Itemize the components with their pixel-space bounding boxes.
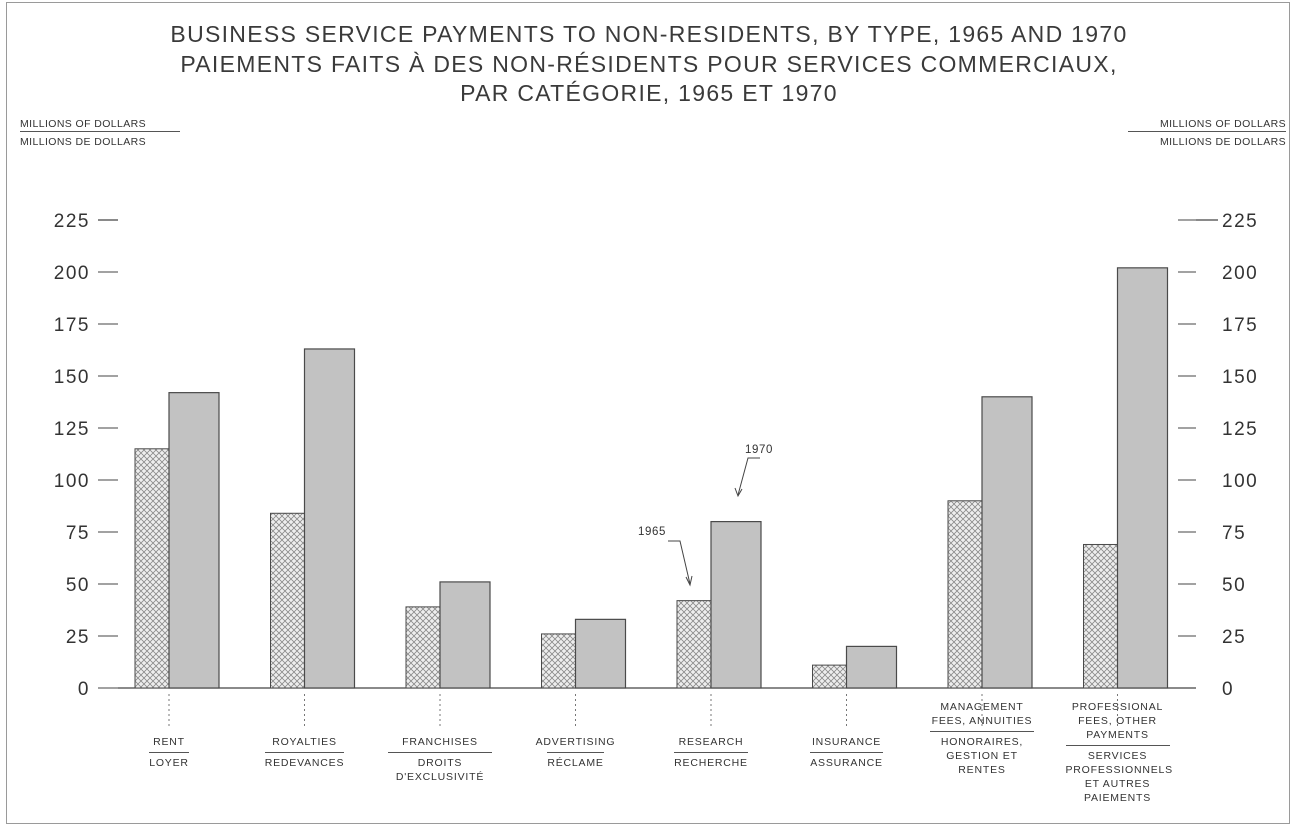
category-label: PROFESSIONAL FEES, OTHER PAYMENTS SERVICE… (1043, 700, 1193, 805)
category-label-fr: RÉCLAME (547, 752, 604, 770)
y-tick-label-left: 150 (54, 367, 90, 388)
bar-1970 (981, 396, 1033, 689)
bar-1965 (134, 448, 170, 689)
arrow-1965 (668, 540, 691, 585)
y-tick-label-left: 125 (54, 419, 90, 440)
right-unit-label-en: MILLIONS OF DOLLARS (1159, 118, 1286, 130)
y-tick-label-right: 0 (1222, 679, 1234, 700)
y-tick-label-right: 100 (1222, 471, 1258, 492)
annotation-1970: 1970 (745, 444, 773, 456)
bar-1965 (270, 512, 305, 689)
y-tick-label-right: 50 (1222, 575, 1246, 596)
bar-1970 (845, 645, 898, 689)
y-tick-label-left: 200 (54, 263, 90, 284)
y-tick-label-left: 225 (54, 211, 90, 232)
y-tick-label-right: 175 (1222, 315, 1258, 336)
category-label: MANAGEMENT FEES, ANNUITIES HONORAIRES, GE… (907, 700, 1057, 777)
left-unit-label-fr: MILLIONS DE DOLLARS (20, 136, 147, 148)
category-label-en: PROFESSIONAL FEES, OTHER PAYMENTS (1071, 701, 1164, 741)
right-unit-label-fr: MILLIONS DE DOLLARS (1159, 136, 1286, 148)
bar-1970 (439, 581, 491, 689)
y-tick-label-left: 50 (66, 575, 90, 596)
category-label-fr: LOYER (149, 752, 189, 770)
arrowhead-1965 (685, 575, 693, 587)
category-label-fr: HONORAIRES, GESTION ET RENTES (930, 731, 1034, 777)
category-label-en: MANAGEMENT FEES, ANNUITIES (931, 701, 1033, 727)
left-unit-divider (20, 131, 180, 132)
y-tick-label-left: 0 (78, 679, 90, 700)
y-tick-label-left: 175 (54, 315, 90, 336)
category-label-en: RESEARCH (678, 736, 744, 748)
bar-1965 (676, 600, 712, 689)
category-label: ADVERTISING RÉCLAME (501, 735, 651, 770)
category-label-fr: RECHERCHE (674, 752, 748, 770)
chart-frame (6, 2, 1290, 824)
y-tick-label-right: 125 (1222, 419, 1258, 440)
category-label-fr: REDEVANCES (264, 752, 345, 770)
chart-title: BUSINESS SERVICE PAYMENTS TO NON-RESIDEN… (170, 21, 1128, 47)
chart-subtitle-line-2: PAR CATÉGORIE, 1965 ET 1970 (460, 80, 838, 106)
bar-1970 (168, 392, 220, 689)
bar-1965 (541, 633, 576, 689)
category-label: ROYALTIES REDEVANCES (230, 735, 380, 770)
y-tick-label-right: 25 (1222, 627, 1246, 648)
category-label-en: FRANCHISES (402, 736, 478, 748)
right-unit-divider (1128, 131, 1286, 132)
category-label-en: RENT (153, 736, 185, 748)
bar-1965 (812, 664, 847, 689)
y-tick-label-right: 225 (1222, 211, 1258, 232)
y-tick-label-right: 75 (1222, 523, 1246, 544)
category-label: RENT LOYER (94, 735, 244, 770)
bar-1970 (574, 618, 627, 689)
y-tick-label-right: 150 (1222, 367, 1258, 388)
y-tick-label-left: 100 (54, 471, 90, 492)
category-label-fr: SERVICES PROFESSIONNELS ET AUTRES PAIEME… (1065, 745, 1172, 805)
category-label: FRANCHISES DROITS D'EXCLUSIVITÉ (365, 735, 515, 784)
bar-1970 (303, 348, 356, 689)
arrowhead-1970 (734, 487, 743, 498)
category-label-fr: ASSURANCE (810, 752, 883, 770)
y-tick-label-right: 200 (1222, 263, 1258, 284)
category-label-en: ROYALTIES (272, 736, 337, 748)
category-label-en: ADVERTISING (535, 736, 616, 748)
bar-1970 (1116, 267, 1169, 689)
annotation-1965: 1965 (638, 526, 666, 538)
category-label-en: INSURANCE (811, 736, 882, 748)
arrow-1970 (737, 457, 760, 496)
bar-1965 (405, 606, 441, 689)
category-label: RESEARCH RECHERCHE (636, 735, 786, 770)
bar-1970 (710, 520, 762, 689)
chart-subtitle-line-1: PAIEMENTS FAITS À DES NON-RÉSIDENTS POUR… (180, 51, 1118, 77)
bar-1965 (947, 500, 983, 689)
bar-1965 (1083, 543, 1118, 689)
category-label-fr: DROITS D'EXCLUSIVITÉ (388, 752, 492, 784)
left-unit-label-en: MILLIONS OF DOLLARS (20, 118, 147, 130)
y-tick-label-left: 75 (66, 523, 90, 544)
category-label: INSURANCE ASSURANCE (772, 735, 922, 770)
y-tick-label-left: 25 (66, 627, 90, 648)
